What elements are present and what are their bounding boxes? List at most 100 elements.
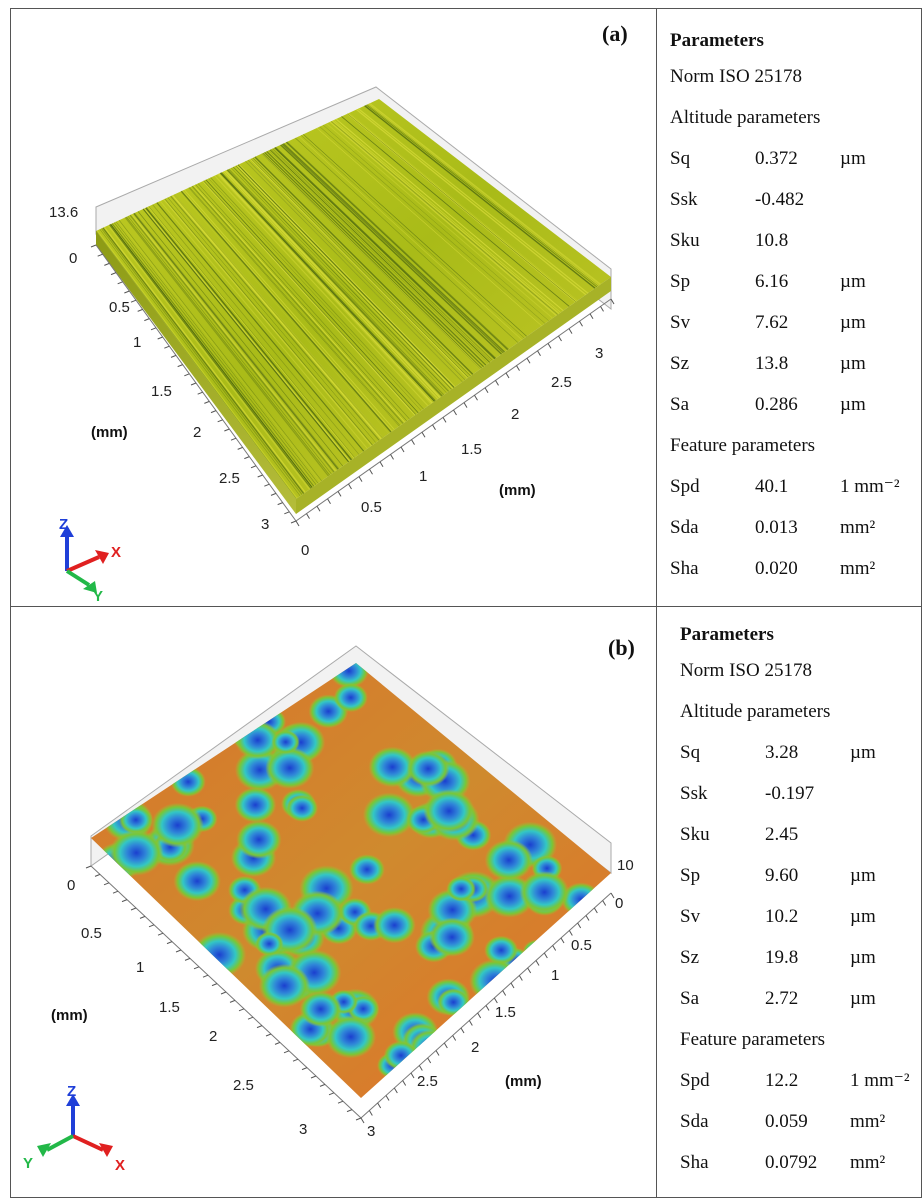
param-value: 0.286 (755, 394, 798, 415)
striation-line (180, 190, 392, 433)
axis-tick-mark (526, 357, 531, 364)
striation-line (131, 213, 337, 472)
striation-line (234, 166, 451, 391)
axis-tick-mark (211, 983, 218, 987)
surface-plot-a-svg: 13.6 0 0.5 1 1.5 2 2.5 3 0 0.5 1 1.5 2 2… (49, 86, 615, 605)
striation-line (316, 127, 542, 327)
axis-tick-mark (202, 974, 209, 978)
striation-line (335, 118, 564, 312)
param-unit: mm² (840, 558, 876, 579)
axis-tick-mark (104, 262, 110, 266)
axis-tick-mark (558, 335, 562, 342)
striation-line (253, 157, 472, 376)
surface-side-right-a (296, 277, 611, 514)
striation-line (216, 173, 432, 405)
surface-bump (484, 839, 533, 881)
y-tick-b: 0.5 (81, 925, 102, 942)
striation-line (272, 148, 493, 361)
surface-bump (236, 820, 282, 859)
axis-tick-mark (527, 967, 532, 974)
striation-line (254, 156, 474, 375)
axis-tick-mark (421, 431, 426, 438)
striation-line (156, 202, 365, 452)
axis-tick-mark (379, 461, 384, 468)
surface-bump (265, 747, 315, 789)
param-row-a: Ssk -0.482 (670, 179, 820, 220)
striation-line (179, 191, 389, 434)
surface-bump (429, 917, 475, 957)
y-tick-a: 1.5 (151, 383, 172, 400)
axis-tick-mark (144, 318, 150, 322)
striation-line (163, 199, 373, 446)
surface-bump (329, 663, 369, 688)
axis-tick-mark (295, 520, 300, 527)
axis-tick-mark (310, 1075, 317, 1079)
surface-bump (109, 829, 164, 876)
striation-line (262, 152, 482, 369)
param-name: Sq (680, 742, 701, 763)
striation-line (261, 153, 482, 370)
param-unit: µm (850, 947, 876, 968)
striation-line (164, 198, 373, 446)
striation-line (191, 185, 404, 424)
axis-tick-mark (197, 391, 203, 395)
striation-line (329, 121, 557, 316)
striation-line (266, 150, 487, 366)
axis-tick-mark (244, 456, 250, 460)
striation-line (347, 113, 577, 303)
axis-tick-mark (94, 873, 101, 877)
axis-tick-mark (264, 483, 270, 487)
axis-tick-mark (369, 468, 373, 475)
y-tick-b: 3 (299, 1121, 307, 1138)
axis-tick-mark (393, 1087, 398, 1094)
striation-line (333, 119, 561, 313)
y-unit-a: (mm) (91, 424, 128, 441)
x-unit-b: (mm) (505, 1073, 542, 1090)
param-value: -0.197 (765, 783, 815, 804)
striation-line (193, 185, 406, 423)
axis-tick-mark (585, 915, 590, 921)
axis-tick-mark (150, 327, 157, 331)
param-unit: µm (840, 394, 866, 415)
axis-tick-mark (301, 1067, 308, 1071)
striation-line (124, 216, 330, 477)
striation-line (286, 141, 509, 350)
axis-tick-mark (410, 1072, 415, 1079)
axis-tick-mark (137, 308, 143, 312)
x-tick-a: 2 (511, 406, 519, 423)
param-unit: mm² (850, 1111, 886, 1132)
striation-line (366, 104, 598, 288)
axis-tick-mark (443, 1042, 448, 1049)
param-row-a: Sp 6.16 µm (670, 261, 866, 302)
param-unit: µm (850, 988, 876, 1009)
striation-line (367, 104, 599, 287)
striation-line (142, 208, 350, 463)
striation-line (167, 197, 377, 443)
striation-line (356, 109, 587, 296)
column-divider (656, 8, 657, 1198)
striation-line (173, 194, 384, 438)
param-row-b: Sv 10.2 µm (680, 896, 876, 937)
striation-line (221, 172, 436, 401)
x-tick-a: 1 (419, 468, 427, 485)
axis-tick-mark (265, 1033, 272, 1037)
x-tick-b: 3 (367, 1123, 375, 1140)
param-value: 12.2 (765, 1070, 799, 1091)
param-value: 2.72 (765, 988, 799, 1009)
striation-line (217, 173, 433, 404)
striation-line (281, 144, 503, 354)
parameters-title-b: Parameters (680, 624, 774, 645)
striation-line (159, 200, 368, 450)
axis-tick-mark (175, 949, 182, 953)
striation-line (101, 228, 303, 496)
striation-line (202, 180, 416, 416)
axis-tick-mark (377, 1102, 382, 1109)
axis-tick-mark (474, 394, 478, 401)
parameters-table-b: Parameters Norm ISO 25178 Altitude param… (680, 620, 910, 1183)
striation-line (281, 143, 504, 354)
axis-tick-mark (610, 298, 615, 305)
surface-bump (285, 794, 319, 822)
axis-tick-mark (97, 253, 103, 257)
striation-line (322, 124, 549, 322)
axis-tick-mark (117, 281, 123, 285)
